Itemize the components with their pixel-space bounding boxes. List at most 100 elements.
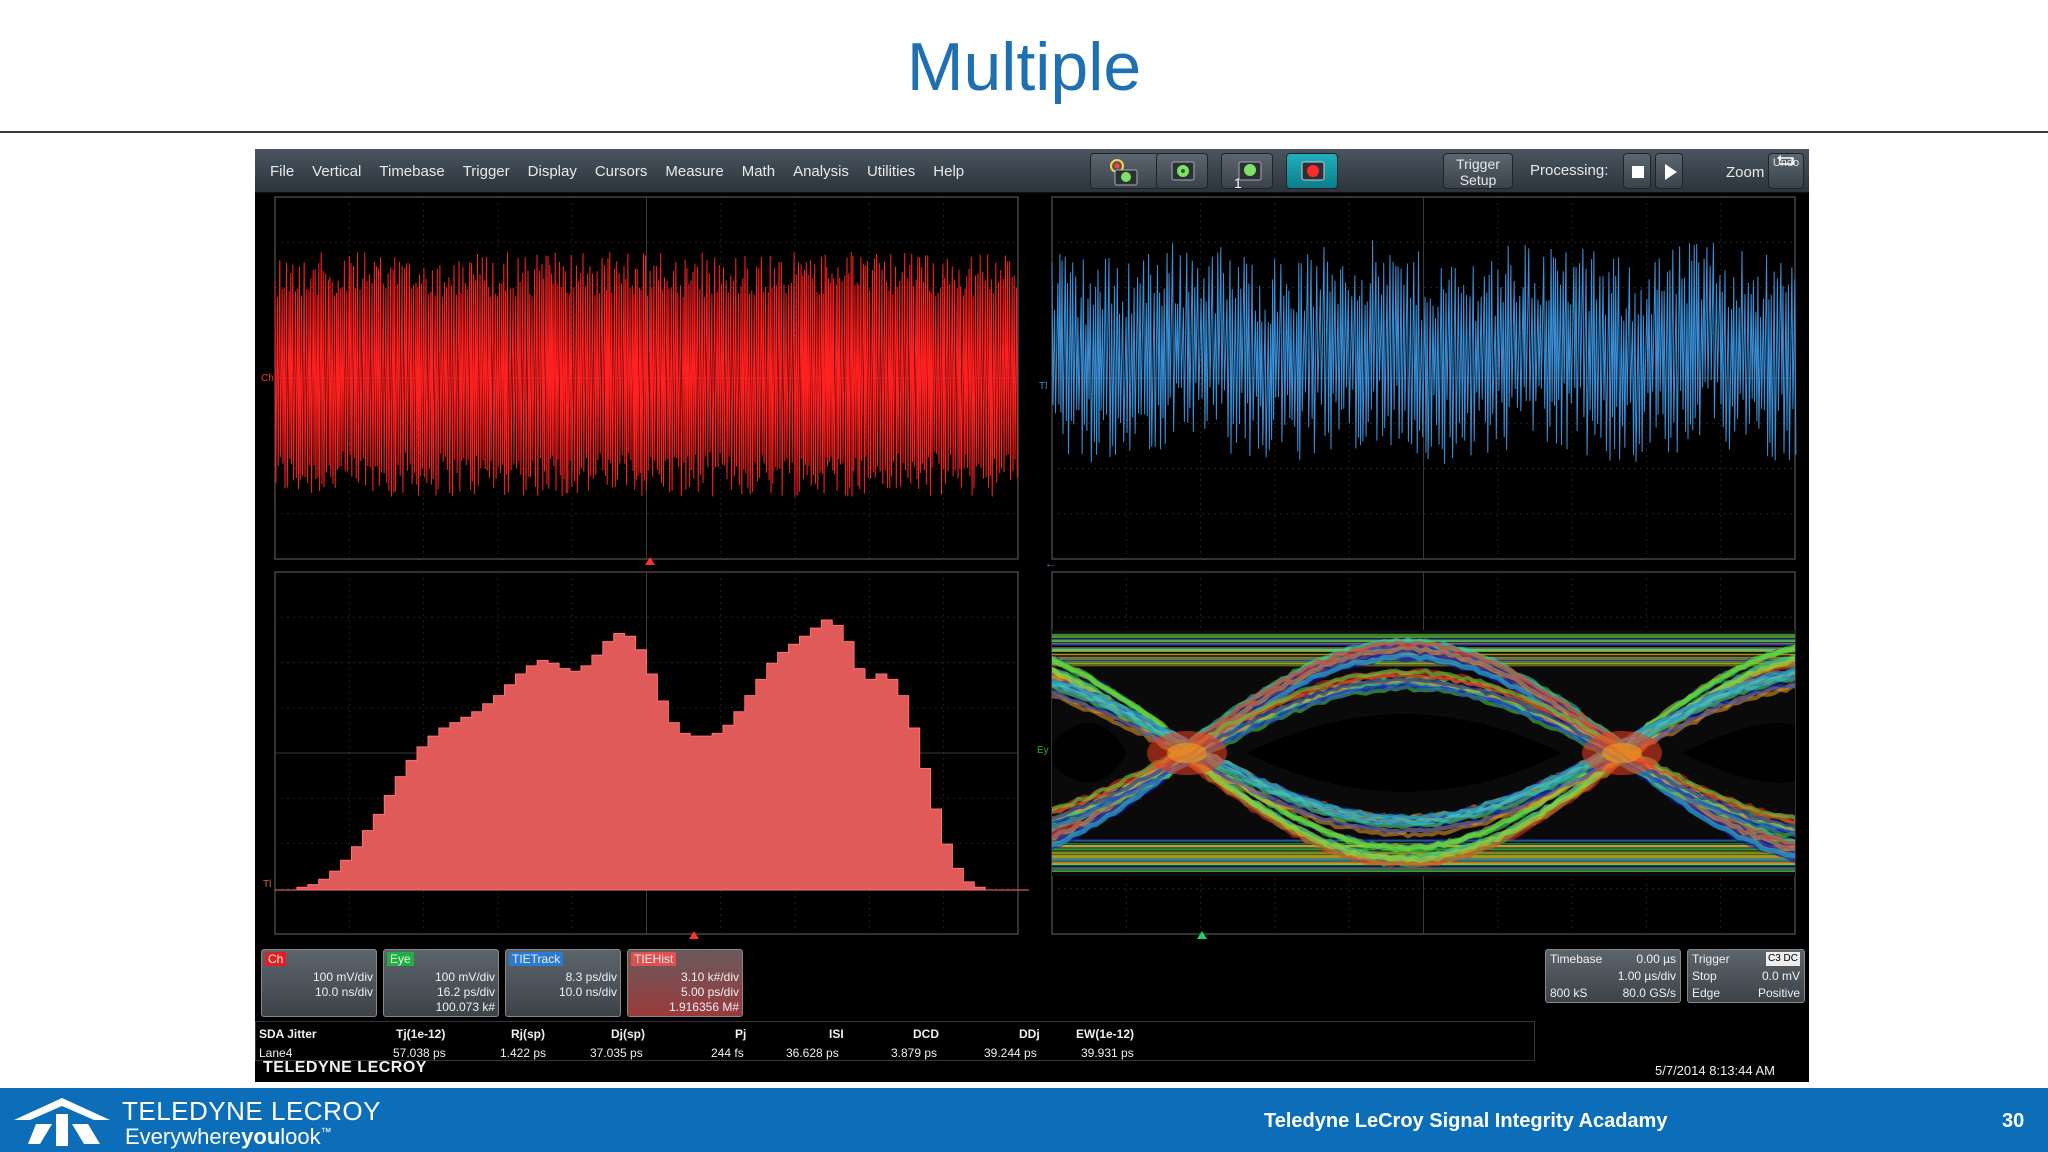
- title-divider: [0, 131, 2048, 133]
- color-sweep-icon: [1110, 159, 1138, 186]
- eye-offset-mark: Ey: [1037, 745, 1049, 756]
- meas-header: Tj(1e-12): [396, 1027, 446, 1041]
- menu-cursors[interactable]: Cursors: [594, 162, 648, 180]
- screen-capture-button[interactable]: [1156, 153, 1208, 189]
- descriptor-tag: Ch: [265, 952, 287, 966]
- scope-brand: TELEDYNE LECROY: [263, 1059, 427, 1076]
- trigger-descriptor[interactable]: Trigger C3 DC Stop 0.0 mV Edge Positive: [1687, 949, 1805, 1003]
- menu-analysis[interactable]: Analysis: [793, 162, 849, 180]
- meas-value: 37.035 ps: [590, 1046, 643, 1060]
- descriptor-tdiv: 10.0 ns/div: [314, 985, 373, 999]
- trigger-setup-label-2: Setup: [1459, 172, 1497, 188]
- svg-text:1: 1: [1234, 175, 1242, 190]
- tie-histogram: [275, 619, 1029, 891]
- tagline-part: Everywhere: [125, 1124, 242, 1149]
- trademark: ™: [320, 1126, 332, 1139]
- descriptor-tag: TIETrack: [509, 952, 564, 966]
- meas-header: DCD: [913, 1027, 939, 1041]
- descriptor-tdiv: 10.0 ns/div: [558, 985, 617, 999]
- tie-track-waveform: [1051, 239, 1797, 464]
- meas-value: 39.931 ps: [1081, 1046, 1134, 1060]
- trigger-setup-label-1: Trigger: [1456, 156, 1500, 172]
- descriptor-ch[interactable]: Ch 100 mV/div 10.0 ns/div: [261, 949, 377, 1017]
- menu-trigger[interactable]: Trigger: [462, 162, 510, 180]
- stop-button[interactable]: [1623, 153, 1651, 189]
- descriptor-vdiv: 100 mV/div: [312, 970, 373, 984]
- meas-value: 57.038 ps: [393, 1046, 446, 1060]
- descriptor-tag: TIEHist: [631, 952, 677, 966]
- menu-vertical[interactable]: Vertical: [312, 162, 362, 180]
- descriptor-count: 100.073 k#: [435, 1000, 495, 1014]
- ch-offset-mark: Ch: [261, 373, 274, 384]
- descriptor-eye[interactable]: Eye 100 mV/div 16.2 ps/div 100.073 k#: [383, 949, 499, 1017]
- descriptor-tietrack[interactable]: TIETrack 8.3 ps/div 10.0 ns/div: [505, 949, 621, 1017]
- meas-value: 244 fs: [711, 1046, 744, 1060]
- single-capture-button[interactable]: 1: [1221, 153, 1273, 190]
- meas-header: ISI: [829, 1027, 844, 1041]
- tagline-part: look: [280, 1124, 321, 1149]
- hist-offset-mark: Tl: [263, 879, 271, 890]
- trigger-marker-top: [645, 557, 655, 565]
- menu-measure[interactable]: Measure: [665, 162, 724, 180]
- meas-value: 3.879 ps: [891, 1046, 938, 1060]
- page-number: 30: [2002, 1110, 2025, 1132]
- descriptor-vdiv: 100 mV/div: [434, 970, 495, 984]
- meas-value: 36.628 ps: [786, 1046, 839, 1060]
- tie-arrow-marker: ←: [1045, 558, 1056, 570]
- brand-tagline: Everywhereyoulook™: [125, 1124, 332, 1150]
- timebase-descriptor[interactable]: Timebase 0.00 µs 1.00 µs/div 800 kS 80.0…: [1545, 949, 1681, 1003]
- trigger-slope: Positive: [1757, 986, 1800, 1000]
- menu-display[interactable]: Display: [527, 162, 577, 180]
- descriptor-tdiv: 16.2 ps/div: [436, 985, 495, 999]
- descriptor-tag: Eye: [387, 952, 414, 966]
- screen-capture-icon: [1171, 161, 1195, 181]
- meas-value: 39.244 ps: [984, 1046, 1037, 1060]
- waveform-display: Ch Tl Tl Ey ←: [261, 196, 1797, 939]
- stop-icon: [1632, 166, 1644, 178]
- brand-name: TELEDYNE LECROY: [122, 1096, 381, 1126]
- undo-button[interactable]: Undo: [1768, 153, 1804, 189]
- color-sweep-button[interactable]: [1090, 153, 1160, 189]
- slide-title: Multiple: [906, 29, 1142, 105]
- timebase-samples: 800 kS: [1550, 986, 1588, 1000]
- timebase-label: Timebase: [1550, 952, 1603, 966]
- slide-footer: TELEDYNE LECROY Everywhereyoulook™ Teled…: [0, 1088, 2048, 1152]
- menu-file[interactable]: File: [270, 162, 295, 180]
- processing-label: Processing:: [1530, 162, 1609, 179]
- timebase-delay: 0.00 µs: [1636, 952, 1676, 966]
- trigger-level: 0.0 mV: [1761, 969, 1800, 983]
- meas-header: Dj(sp): [611, 1027, 645, 1041]
- meas-header: Pj: [735, 1027, 747, 1041]
- teledyne-logo: [14, 1098, 110, 1146]
- eye-marker: [1197, 931, 1207, 939]
- descriptor-count: 1.916356 M#: [668, 1000, 739, 1014]
- descriptor-vdiv: 3.10 k#/div: [680, 970, 739, 984]
- meas-header: EW(1e-12): [1076, 1027, 1135, 1041]
- footer-academy: Teledyne LeCroy Signal Integrity Acadamy: [1264, 1110, 1668, 1132]
- trigger-label: Trigger: [1692, 952, 1730, 966]
- tie-offset-mark: Tl: [1039, 381, 1047, 392]
- trigger-setup-button[interactable]: Trigger Setup: [1443, 153, 1513, 189]
- descriptor-tiehist[interactable]: TIEHist 3.10 k#/div 5.00 ps/div 1.916356…: [627, 949, 743, 1017]
- eye-diagram: [1052, 630, 1795, 876]
- record-icon: [1301, 161, 1325, 181]
- descriptor-tdiv: 5.00 ps/div: [680, 985, 739, 999]
- single-capture-icon: 1: [1234, 161, 1262, 190]
- trigger-mode: Stop: [1692, 969, 1717, 983]
- meas-header: DDj: [1019, 1027, 1040, 1041]
- trigger-marker-bottom: [689, 931, 699, 939]
- descriptor-vdiv: 8.3 ps/div: [565, 970, 617, 984]
- menu-utilities[interactable]: Utilities: [866, 162, 916, 180]
- timebase-rate: 80.0 GS/s: [1622, 986, 1676, 1000]
- record-button[interactable]: [1286, 153, 1338, 189]
- trigger-badges: C3 DC: [1765, 952, 1800, 966]
- menu-math[interactable]: Math: [741, 162, 776, 180]
- undo-icon: [1777, 155, 1794, 165]
- menu-timebase[interactable]: Timebase: [379, 162, 445, 180]
- zoom-label[interactable]: Zoom: [1726, 164, 1765, 181]
- play-icon: [1665, 164, 1677, 180]
- menu-help[interactable]: Help: [933, 162, 965, 180]
- play-button[interactable]: [1655, 153, 1683, 189]
- meas-header: SDA Jitter: [259, 1027, 317, 1041]
- menu-bar: File Vertical Timebase Trigger Display C…: [255, 149, 1809, 193]
